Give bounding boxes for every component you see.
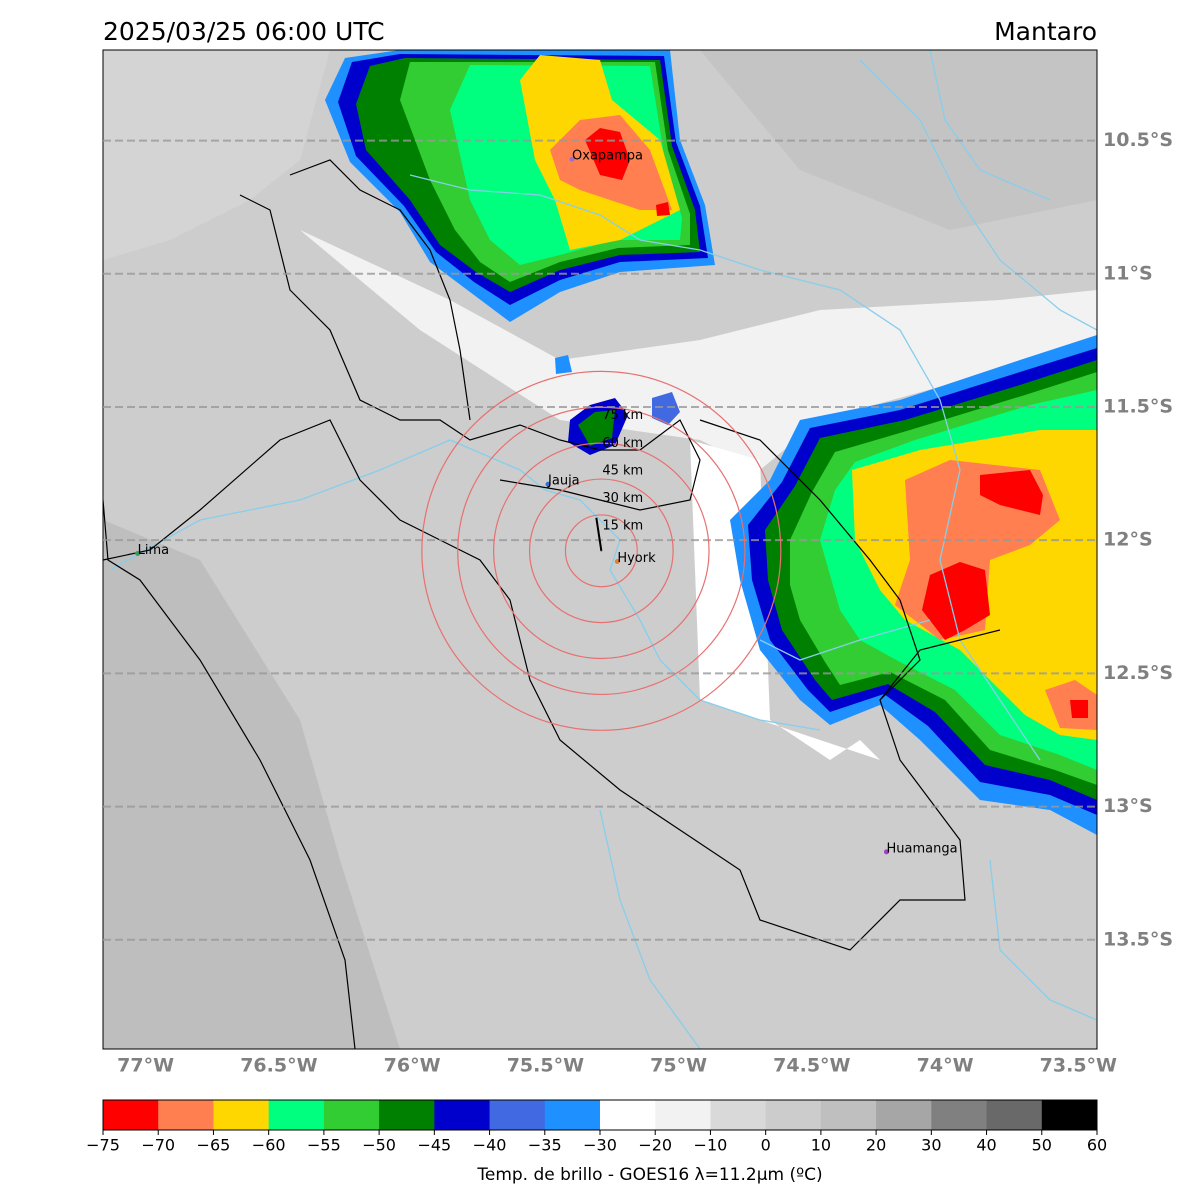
city-label: Oxapampa — [572, 149, 643, 164]
city-marker — [614, 558, 620, 564]
lat-label: 10.5°S — [1103, 129, 1173, 151]
colorbar-segment — [655, 1100, 711, 1130]
lat-label: 13.5°S — [1103, 928, 1173, 950]
city-label: Huamanga — [886, 841, 957, 856]
lon-label: 77°W — [117, 1055, 174, 1077]
lon-label: 75.5°W — [507, 1055, 584, 1077]
colorbar-tick-label: −35 — [528, 1136, 562, 1155]
colorbar-tick-label: −20 — [638, 1136, 672, 1155]
range-ring — [493, 442, 710, 660]
colorbar-tick-label: −30 — [583, 1136, 617, 1155]
ring-label: 75 km — [602, 408, 643, 423]
colorbar-tick-label: −70 — [141, 1136, 175, 1155]
title: 2025/03/25 06:00 UTC — [103, 17, 385, 46]
colorbar-tick-label: 60 — [1087, 1136, 1107, 1155]
map-frame — [102, 49, 1098, 1050]
colorbar-segment — [986, 1100, 1043, 1130]
lon-label: 75°W — [650, 1055, 707, 1077]
colorbar-segment — [1041, 1100, 1098, 1130]
colorbar-segment — [931, 1100, 988, 1130]
colorbar-tick-label: 40 — [976, 1136, 996, 1155]
lon-label: 76°W — [384, 1055, 441, 1077]
range-ring — [528, 478, 674, 624]
lat-label: 12°S — [1103, 529, 1153, 551]
colorbar-segment — [213, 1100, 270, 1130]
colorbar-tick-label: 0 — [761, 1136, 771, 1155]
colorbar-segment — [268, 1100, 325, 1130]
city-label: Hyork — [617, 551, 656, 566]
colorbar-segment — [434, 1100, 491, 1130]
region: Mantaro — [994, 17, 1097, 46]
colorbar-tick-label: −50 — [362, 1136, 396, 1155]
colorbar-segment — [158, 1100, 214, 1130]
lon-label: 74°W — [917, 1055, 974, 1077]
colorbar-segment — [710, 1100, 767, 1130]
ring-label: 15 km — [602, 519, 643, 534]
colorbar-segment — [544, 1100, 601, 1130]
colorbar-segment — [820, 1100, 877, 1130]
lat-label: 13°S — [1103, 795, 1153, 817]
colorbar-tick-label: 30 — [921, 1136, 941, 1155]
ring-label: 45 km — [602, 463, 643, 478]
colorbar-tick-label: −65 — [197, 1136, 231, 1155]
radar-beam — [595, 517, 603, 551]
range-ring — [564, 514, 638, 588]
lat-label: 12.5°S — [1103, 662, 1173, 684]
colorbar-tick-label: −60 — [252, 1136, 286, 1155]
colorbar-label: Temp. de brillo - GOES16 λ=11.2μm (ºC) — [476, 1165, 822, 1185]
colorbar-tick-label: 50 — [1032, 1136, 1052, 1155]
colorbar-segment — [600, 1100, 656, 1130]
colorbar-segment — [379, 1100, 435, 1130]
colorbar-segment — [876, 1100, 932, 1130]
city-label: Lima — [138, 543, 169, 558]
colorbar-tick-label: 20 — [866, 1136, 886, 1155]
colorbar-tick-label: −45 — [417, 1136, 451, 1155]
lon-label: 76.5°W — [240, 1055, 317, 1077]
lon-label: 74.5°W — [773, 1055, 850, 1077]
city-marker — [569, 156, 575, 162]
ring-label: 30 km — [602, 491, 643, 506]
colorbar-tick-label: −10 — [694, 1136, 728, 1155]
city-marker — [135, 550, 141, 556]
colorbar-tick-label: −55 — [307, 1136, 341, 1155]
colorbar-tick-label: −75 — [86, 1136, 120, 1155]
colorbar-tick-label: −40 — [473, 1136, 507, 1155]
colorbar-segment — [103, 1100, 159, 1130]
lon-label: 73.5°W — [1040, 1055, 1117, 1077]
lat-label: 11°S — [1103, 262, 1153, 284]
colorbar-tick-label: 10 — [811, 1136, 831, 1155]
city-marker — [883, 849, 889, 855]
city-marker — [545, 481, 551, 487]
colorbar-segment — [489, 1100, 546, 1130]
range-ring — [421, 370, 782, 731]
ring-label: 60 km — [602, 436, 643, 451]
city-label: Jauja — [547, 474, 580, 489]
colorbar-segment — [323, 1100, 380, 1130]
satellite-image — [103, 50, 1097, 1049]
colorbar-segment — [765, 1100, 822, 1130]
lat-label: 11.5°S — [1103, 395, 1173, 417]
range-ring — [457, 406, 746, 696]
